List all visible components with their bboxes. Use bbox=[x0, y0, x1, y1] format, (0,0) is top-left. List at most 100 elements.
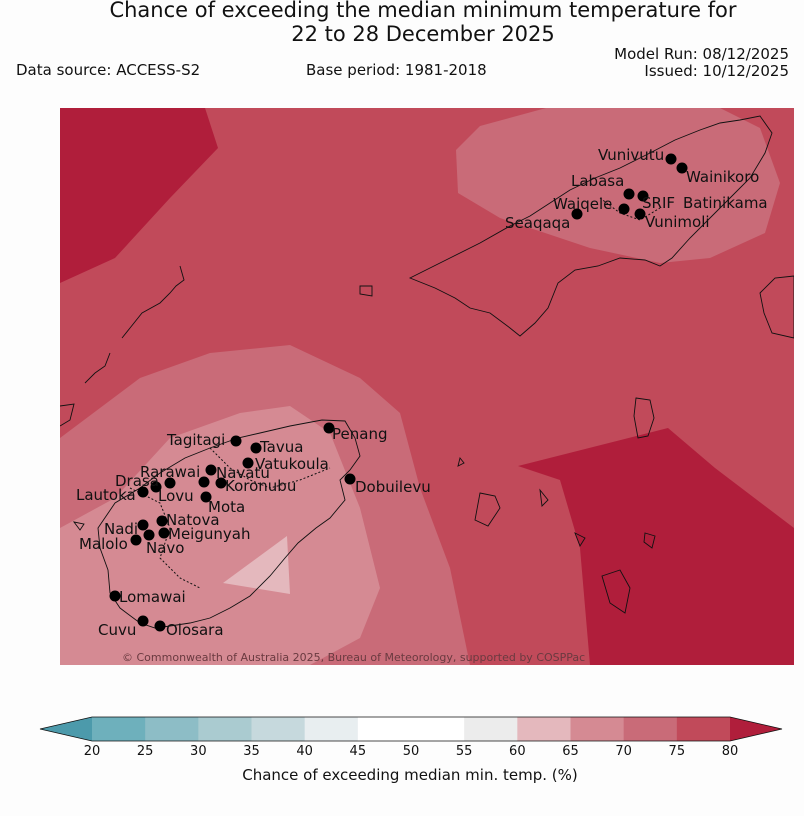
colorbar-tick-label: 75 bbox=[668, 744, 686, 759]
colorbar-bin-70 bbox=[623, 717, 678, 741]
marker-lovu[interactable] bbox=[150, 481, 162, 493]
marker-lautoka[interactable] bbox=[137, 486, 149, 498]
marker-penang[interactable] bbox=[323, 422, 335, 434]
contour-65-70-north bbox=[456, 108, 780, 263]
colorbar-tick-label: 60 bbox=[509, 744, 526, 759]
viti-levu-coast bbox=[97, 419, 361, 629]
contour-over-80-northwest bbox=[60, 108, 218, 283]
colorbar-tick-label: 45 bbox=[349, 744, 367, 759]
marker-natova[interactable] bbox=[156, 515, 168, 527]
label-drasa: Drasa bbox=[115, 472, 159, 490]
colorbar-bin-35 bbox=[251, 717, 306, 741]
label-navo: Navo bbox=[146, 539, 184, 557]
colorbar-tick-label: 35 bbox=[243, 744, 260, 759]
contour-60-65 bbox=[60, 406, 380, 665]
marker-navatu[interactable] bbox=[198, 476, 210, 488]
colorbar-bin-40 bbox=[304, 717, 359, 741]
label-dobuilevu: Dobuilevu bbox=[355, 478, 431, 496]
kadavu-coast bbox=[601, 569, 631, 614]
label-penang: Penang bbox=[332, 425, 387, 443]
base-period: Base period: 1981-2018 bbox=[306, 61, 487, 79]
marker-vunimoli[interactable] bbox=[634, 208, 646, 220]
station-markers bbox=[109, 153, 688, 632]
colorbar-bin-75 bbox=[676, 717, 731, 741]
colorbar-over-arrow bbox=[730, 717, 782, 741]
label-cuvu: Cuvu bbox=[98, 621, 136, 639]
taveuni-coast bbox=[759, 275, 794, 339]
colorbar-outline bbox=[39, 716, 783, 742]
label-nadi: Nadi bbox=[104, 520, 138, 538]
marker-labasa[interactable] bbox=[623, 188, 635, 200]
title-line2: 22 to 28 December 2025 bbox=[291, 22, 555, 46]
marker-vatukoula[interactable] bbox=[242, 457, 254, 469]
colorbar-tick-label: 50 bbox=[402, 744, 420, 759]
label-wainikoro: Wainikoro bbox=[686, 168, 759, 186]
colorbar-bin-60 bbox=[517, 717, 571, 741]
colorbar-tick-label: 40 bbox=[296, 744, 313, 759]
marker-srif[interactable] bbox=[637, 190, 649, 202]
station-labels: Vunivutu Wainikoro Labasa Waiqele SRIF B… bbox=[76, 146, 768, 639]
marker-olosara[interactable] bbox=[154, 620, 166, 632]
marker-tagitagi[interactable] bbox=[230, 435, 242, 447]
koro-coast bbox=[633, 397, 655, 439]
model-run: Model Run: 08/12/2025 bbox=[614, 45, 789, 63]
map-canvas: Vunivutu Wainikoro Labasa Waiqele SRIF B… bbox=[60, 108, 794, 665]
colorbar-bin-30 bbox=[198, 717, 252, 741]
contour-over-80-southeast bbox=[518, 428, 794, 665]
marker-nadi[interactable] bbox=[137, 519, 149, 531]
label-meigunyah: Meigunyah bbox=[168, 525, 250, 543]
marker-vunivutu[interactable] bbox=[665, 153, 677, 165]
marker-wainikoro[interactable] bbox=[676, 162, 688, 174]
colorbar-bin-55 bbox=[464, 717, 518, 741]
marker-cuvu[interactable] bbox=[137, 615, 149, 627]
marker-lomawai[interactable] bbox=[109, 590, 121, 602]
label-lovu: Lovu bbox=[158, 487, 194, 505]
coastlines bbox=[60, 115, 794, 629]
run-info: Model Run: 08/12/2025 Issued: 10/12/2025 bbox=[614, 46, 789, 80]
label-koronubu: Koronubu bbox=[225, 477, 296, 495]
label-vunimoli: Vunimoli bbox=[645, 213, 710, 231]
label-waiqele: Waiqele bbox=[553, 195, 612, 213]
label-vatukoula: Vatukoula bbox=[255, 455, 329, 473]
colorbar-tick-label: 65 bbox=[562, 744, 579, 759]
colorbar-bin-50 bbox=[411, 717, 465, 741]
colorbar-bin-25 bbox=[145, 717, 199, 741]
border-west bbox=[129, 487, 201, 589]
label-tavua: Tavua bbox=[259, 438, 303, 456]
yasawa-chain bbox=[121, 265, 185, 339]
contour-55-60 bbox=[223, 536, 290, 594]
colorbar-tick-label: 70 bbox=[615, 744, 632, 759]
marker-seaqaqa[interactable] bbox=[571, 208, 583, 220]
colorbar-bin-65 bbox=[570, 717, 625, 741]
yasawa-south bbox=[84, 352, 111, 384]
colorbar-bin-45 bbox=[357, 717, 412, 741]
colorbar-tick-label: 20 bbox=[83, 744, 101, 759]
marker-rarawai[interactable] bbox=[205, 464, 217, 476]
marker-meigunyah[interactable] bbox=[158, 527, 170, 539]
marker-malolo[interactable] bbox=[130, 534, 142, 546]
marker-drasa[interactable] bbox=[164, 477, 176, 489]
colorbar-tick-label: 55 bbox=[455, 744, 473, 759]
marker-dobuilevu[interactable] bbox=[344, 473, 356, 485]
marker-tavua[interactable] bbox=[250, 442, 262, 454]
marker-navo[interactable] bbox=[143, 529, 155, 541]
colorbar-bins bbox=[92, 717, 731, 741]
label-srif: SRIF bbox=[642, 194, 675, 212]
islet-b bbox=[72, 521, 85, 531]
vanua-levu-coast bbox=[408, 115, 773, 337]
islet-c bbox=[457, 457, 465, 467]
border-vanua bbox=[599, 197, 661, 221]
colorbar-tick-label: 25 bbox=[136, 744, 154, 759]
gau-coast bbox=[474, 492, 501, 527]
label-rarawai: Rarawai bbox=[140, 463, 200, 481]
issued-date: Issued: 10/12/2025 bbox=[644, 62, 789, 80]
colorbar-under-arrow bbox=[40, 717, 92, 741]
label-seaqaqa: Seaqaqa bbox=[505, 214, 570, 232]
islet-a bbox=[359, 285, 373, 297]
district-borders bbox=[129, 197, 661, 589]
marker-waiqele[interactable] bbox=[618, 203, 630, 215]
marker-mota[interactable] bbox=[200, 491, 212, 503]
marker-koronubu[interactable] bbox=[215, 477, 227, 489]
colorbar-tick-label: 80 bbox=[721, 744, 739, 759]
label-tagitagi: Tagitagi bbox=[166, 431, 225, 449]
